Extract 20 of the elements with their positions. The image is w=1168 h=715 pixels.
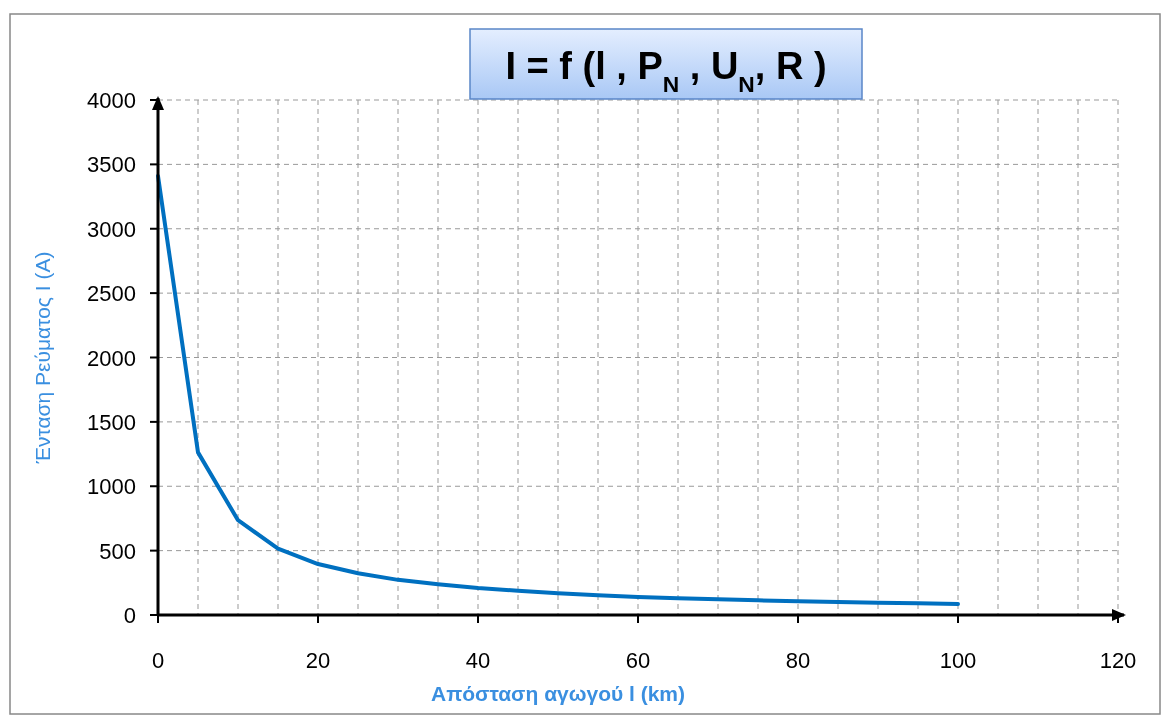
x-tick-label: 0 — [151, 648, 165, 673]
y-tick-label: 4000 — [87, 88, 136, 113]
y-tick-label: 1500 — [87, 409, 136, 435]
x-tick-label: 120 — [1099, 648, 1137, 673]
chart-title: I = f (l , P$_{N}$ , U$_{N}$, R ) — [505, 45, 827, 97]
y-tick-label: 1000 — [87, 474, 136, 500]
line-series — [156, 173, 960, 607]
y-tick-label: 3000 — [87, 216, 136, 242]
y-tick-label: 3500 — [87, 152, 136, 178]
y-tick-label: 2000 — [87, 345, 136, 371]
x-axis-title: Απόσταση αγωγού l (km) — [430, 682, 686, 705]
x-tick-label: 80 — [785, 648, 811, 673]
y-tick-label: 0 — [123, 603, 136, 628]
x-tick-label: 40 — [465, 648, 491, 673]
y-tick-label: 500 — [99, 538, 136, 564]
x-tick-label: 20 — [305, 648, 331, 673]
y-axis-title: Ένταση Ρεύματος I (A) — [31, 251, 54, 465]
x-tick-label: 100 — [939, 648, 977, 673]
x-tick-label: 60 — [625, 648, 651, 673]
y-tick-label: 2500 — [87, 281, 136, 307]
